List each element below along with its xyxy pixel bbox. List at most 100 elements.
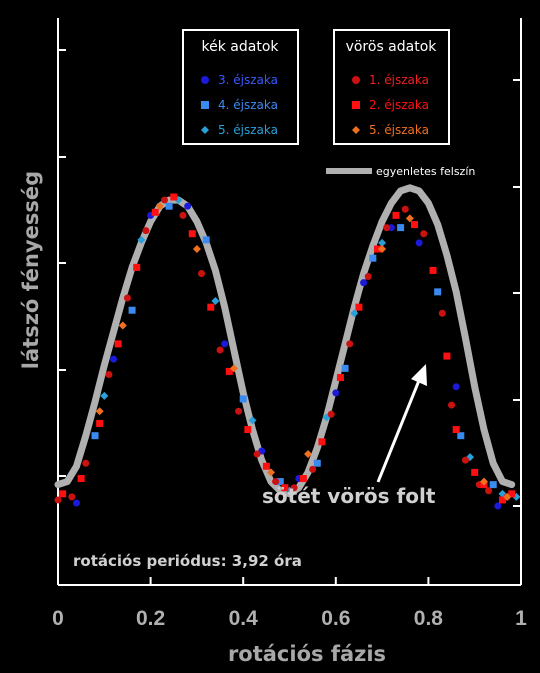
- data-point: [225, 367, 233, 375]
- data-point: [73, 499, 81, 507]
- data-point: [494, 502, 502, 510]
- legend-marker-red-night2: [352, 101, 360, 109]
- data-point: [160, 196, 168, 204]
- legend-marker-blue-night4: [201, 101, 209, 109]
- data-point: [96, 419, 104, 427]
- data-point: [378, 245, 387, 254]
- data-point: [438, 309, 446, 317]
- data-point: [336, 374, 344, 382]
- legend-label-blue-night4: 4. éjszaka: [218, 98, 278, 112]
- data-point: [123, 294, 131, 302]
- data-point: [360, 279, 368, 287]
- legend-marker-red-night1: [352, 76, 360, 84]
- data-point: [471, 468, 479, 476]
- data-point: [318, 438, 326, 446]
- data-point: [137, 235, 146, 244]
- data-point: [415, 239, 423, 247]
- legend-marker-blue-night5: [201, 126, 209, 134]
- legend-label-blue-night3: 3. éjszaka: [218, 73, 278, 87]
- data-point: [114, 340, 122, 348]
- legend-marker-red-night5: [352, 126, 360, 134]
- data-point: [188, 230, 196, 238]
- data-point: [142, 227, 150, 235]
- model-curve: [54, 184, 516, 498]
- x-tick-label: 0: [52, 607, 64, 630]
- legend-marker-blue-night3: [201, 76, 209, 84]
- period-annotation: rotációs periódus: 3,92 óra: [73, 552, 302, 570]
- data-point: [313, 459, 321, 467]
- data-point: [184, 202, 192, 210]
- data-point: [229, 364, 238, 373]
- spot-annotation: sötét vörös folt: [262, 484, 436, 508]
- data-point: [253, 450, 261, 458]
- data-point: [485, 487, 493, 495]
- data-point: [216, 346, 224, 354]
- data-point: [392, 211, 400, 219]
- points-layer: [54, 193, 521, 510]
- data-point: [248, 416, 257, 425]
- data-point: [281, 484, 289, 492]
- data-point: [304, 450, 313, 459]
- data-point: [290, 484, 298, 492]
- x-tick-label: 0.4: [229, 607, 259, 630]
- data-point: [59, 490, 67, 498]
- data-point: [498, 496, 506, 504]
- data-point: [165, 202, 173, 210]
- model-legend-label: egyenletes felszín: [376, 165, 475, 178]
- data-point: [128, 306, 136, 314]
- spot-arrow-head: [411, 364, 427, 386]
- data-point: [100, 391, 109, 400]
- data-point: [327, 410, 335, 418]
- legend-red-heading: vörös adatok: [346, 39, 438, 55]
- data-point: [479, 477, 488, 486]
- legend-label-red-night2: 2. éjszaka: [369, 98, 429, 112]
- data-point: [151, 208, 159, 216]
- x-axis-title: rotációs fázis: [228, 642, 386, 666]
- data-point: [77, 475, 85, 483]
- data-point: [110, 355, 118, 363]
- x-tick-label: 0.6: [321, 607, 350, 630]
- data-point: [198, 270, 206, 277]
- data-point: [179, 211, 187, 219]
- data-point: [82, 459, 90, 467]
- data-point: [211, 297, 220, 306]
- data-point: [397, 224, 405, 232]
- data-point: [262, 462, 270, 470]
- data-point: [272, 478, 280, 486]
- data-point: [355, 303, 363, 311]
- data-point: [489, 481, 497, 489]
- y-ticks: [58, 49, 521, 507]
- x-ticks: 0 0.2 0.4 0.6 0.8 1: [52, 577, 527, 630]
- data-point: [434, 288, 442, 296]
- data-point: [429, 266, 437, 274]
- data-point: [118, 321, 127, 330]
- data-point: [95, 407, 104, 416]
- legend-label-red-night1: 1. éjszaka: [369, 73, 429, 87]
- data-point: [411, 221, 419, 229]
- plot-frame: [57, 18, 522, 586]
- x-tick-label: 0.2: [136, 607, 165, 630]
- legend-blue: kék adatok 3. éjszaka 4. éjszaka 5. éjsz…: [182, 29, 299, 145]
- data-point: [350, 309, 359, 318]
- data-point: [202, 236, 210, 244]
- y-axis-title: látszó fényesség: [19, 171, 43, 369]
- data-point: [192, 245, 201, 254]
- legend-label-red-night5: 5. éjszaka: [369, 123, 429, 137]
- data-point: [364, 273, 372, 281]
- legend-label-blue-night5: 5. éjszaka: [218, 123, 278, 137]
- data-point: [508, 490, 516, 498]
- data-point: [383, 224, 391, 232]
- data-point: [244, 426, 252, 434]
- data-point: [332, 389, 340, 397]
- data-point: [452, 383, 460, 391]
- legend-blue-heading: kék adatok: [202, 39, 280, 55]
- data-point: [457, 432, 465, 440]
- data-point: [91, 432, 99, 440]
- data-point: [299, 475, 307, 483]
- legend-red: vörös adatok 1. éjszaka 2. éjszaka 5. éj…: [333, 29, 450, 145]
- data-point: [239, 395, 247, 403]
- model-layer: [54, 184, 516, 498]
- data-point: [341, 364, 349, 372]
- x-tick-label: 0.8: [414, 607, 444, 630]
